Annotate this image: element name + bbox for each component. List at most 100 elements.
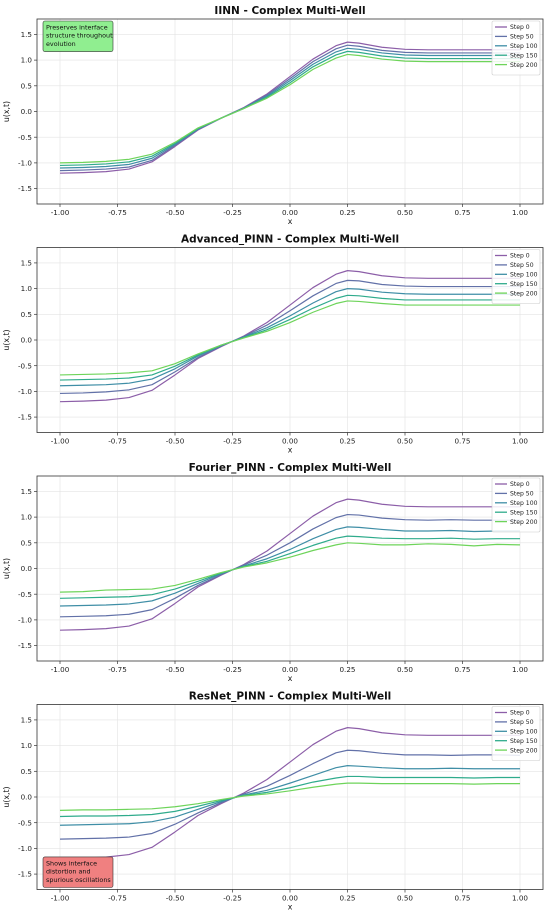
y-axis-label: u(x,t) bbox=[2, 329, 11, 350]
y-tick-label: -1.0 bbox=[18, 844, 32, 853]
y-tick-label: 0.5 bbox=[21, 310, 32, 319]
y-axis-label: u(x,t) bbox=[2, 101, 11, 122]
y-tick-label: 1.0 bbox=[21, 741, 33, 750]
x-tick-label: -0.25 bbox=[223, 208, 242, 217]
x-tick-label: -0.75 bbox=[108, 665, 127, 674]
series-line-step-4 bbox=[59, 53, 520, 164]
axes-frame bbox=[36, 247, 544, 433]
series-line-step-4 bbox=[59, 542, 521, 593]
series-line-step-1 bbox=[59, 44, 520, 172]
legend-entry: Step 150 bbox=[510, 738, 538, 745]
x-tick-label: 0.50 bbox=[397, 437, 413, 446]
x-tick-label: -0.50 bbox=[166, 894, 185, 903]
y-tick-label: -0.5 bbox=[18, 361, 32, 370]
series-line-step-2 bbox=[59, 288, 520, 387]
x-tick-label: 0.50 bbox=[397, 665, 413, 674]
chart-panel-1: IINN - Complex Multi-Well-1.00 -0.75 -0.50… bbox=[2, 5, 544, 226]
annotation-text: Preserves interface bbox=[46, 24, 108, 32]
x-tick-label: -0.50 bbox=[166, 665, 185, 674]
legend-box bbox=[491, 477, 541, 533]
x-tick-label: -0.25 bbox=[223, 894, 242, 903]
annotation-text: Shows interface bbox=[46, 859, 97, 867]
x-tick-label: 0.50 bbox=[397, 894, 413, 903]
y-tick-label: 1.0 bbox=[21, 56, 33, 65]
legend-box bbox=[491, 706, 541, 761]
x-tick-label: 0.00 bbox=[282, 894, 298, 903]
series-line-step-4 bbox=[59, 300, 520, 376]
y-tick-label: 1.0 bbox=[21, 284, 33, 293]
series-line-step-2 bbox=[59, 47, 520, 169]
legend-entry: Step 50 bbox=[510, 491, 534, 498]
series-line-step-1 bbox=[59, 513, 520, 618]
x-tick-label: -1.00 bbox=[51, 894, 70, 903]
chart-panel-2: Advanced_PINN - Complex Multi-Well -1.00 -… bbox=[2, 234, 544, 455]
x-axis-label: x bbox=[288, 217, 293, 226]
legend-entry: Step 150 bbox=[510, 509, 538, 516]
annotation-box bbox=[42, 856, 114, 888]
legend-box bbox=[491, 249, 541, 304]
y-tick-label: 0.5 bbox=[21, 81, 32, 90]
y-tick-label: -0.5 bbox=[18, 818, 32, 827]
y-tick-label: 0.0 bbox=[21, 107, 33, 116]
y-tick-label: 0.0 bbox=[21, 336, 33, 345]
y-tick-label: -1.0 bbox=[18, 158, 32, 167]
axes-frame bbox=[36, 18, 544, 205]
series-line-step-0 bbox=[59, 727, 520, 860]
y-axis-label: u(x,t) bbox=[2, 786, 11, 807]
x-tick-label: 1.00 bbox=[512, 894, 528, 903]
x-axis-label: x bbox=[288, 674, 293, 683]
series-line-step-1 bbox=[59, 279, 520, 395]
x-tick-label: -0.25 bbox=[223, 437, 242, 446]
series-line-step-3 bbox=[59, 50, 520, 167]
series-line-step-0 bbox=[59, 270, 520, 403]
legend-entry: Step 100 bbox=[510, 500, 538, 507]
x-tick-label: 0.25 bbox=[339, 208, 355, 217]
y-tick-label: 1.5 bbox=[21, 259, 32, 268]
y-tick-label: -0.5 bbox=[18, 133, 32, 142]
y-tick-label: 0.0 bbox=[21, 564, 33, 573]
legend-entry: Step 0 bbox=[510, 481, 530, 488]
legend-entry: Step 200 bbox=[510, 747, 538, 754]
legend-entry: Step 0 bbox=[510, 710, 530, 717]
x-tick-label: 0.25 bbox=[339, 665, 355, 674]
legend-entry: Step 200 bbox=[510, 290, 538, 297]
series-line-step-0 bbox=[59, 41, 520, 174]
legend-entry: Step 50 bbox=[510, 719, 534, 726]
axes-frame bbox=[36, 704, 544, 890]
legend-entry: Step 150 bbox=[510, 52, 538, 59]
annotation-text: distortion and bbox=[46, 868, 91, 876]
x-tick-label: 0.00 bbox=[282, 437, 298, 446]
chart-panel-4: ResNet_PINN - Complex Multi-Well -1.00 -0.… bbox=[2, 691, 544, 912]
y-tick-label: -0.5 bbox=[18, 590, 32, 599]
x-tick-label: -0.50 bbox=[166, 437, 185, 446]
x-tick-label: -0.50 bbox=[166, 208, 185, 217]
chart-title: IINN - Complex Multi-Well bbox=[214, 5, 365, 17]
x-tick-label: -0.75 bbox=[108, 208, 127, 217]
series-line-step-0 bbox=[59, 498, 520, 631]
axes-frame bbox=[36, 475, 544, 662]
x-tick-label: 0.25 bbox=[339, 894, 355, 903]
legend-entry: Step 0 bbox=[510, 24, 530, 31]
series-line-step-1 bbox=[59, 749, 521, 840]
x-axis-label: x bbox=[288, 446, 293, 455]
annotation-text: structure throughout bbox=[46, 32, 113, 40]
series-line-step-4 bbox=[59, 782, 520, 811]
x-tick-label: 0.50 bbox=[397, 208, 413, 217]
legend-entry: Step 0 bbox=[510, 253, 530, 260]
x-tick-label: 0.00 bbox=[282, 665, 298, 674]
x-tick-label: -1.00 bbox=[51, 437, 70, 446]
y-tick-label: 0.0 bbox=[21, 793, 33, 802]
annotation-text: spurious oscillations bbox=[46, 876, 111, 884]
annotation-text: evolution bbox=[46, 40, 76, 48]
series-line-step-2 bbox=[59, 526, 520, 607]
chart-title: Advanced_PINN - Complex Multi-Well bbox=[181, 234, 399, 246]
y-tick-label: -1.0 bbox=[18, 615, 32, 624]
series-line-step-3 bbox=[59, 294, 520, 381]
chart-panel-3: Fourier_PINN - Complex Multi-Well -1.00 -0… bbox=[2, 462, 544, 683]
legend-entry: Step 200 bbox=[510, 62, 538, 69]
x-tick-label: 1.00 bbox=[512, 437, 528, 446]
y-tick-label: 1.0 bbox=[21, 513, 33, 522]
y-tick-label: -1.0 bbox=[18, 387, 32, 396]
series-line-step-2 bbox=[59, 765, 520, 826]
